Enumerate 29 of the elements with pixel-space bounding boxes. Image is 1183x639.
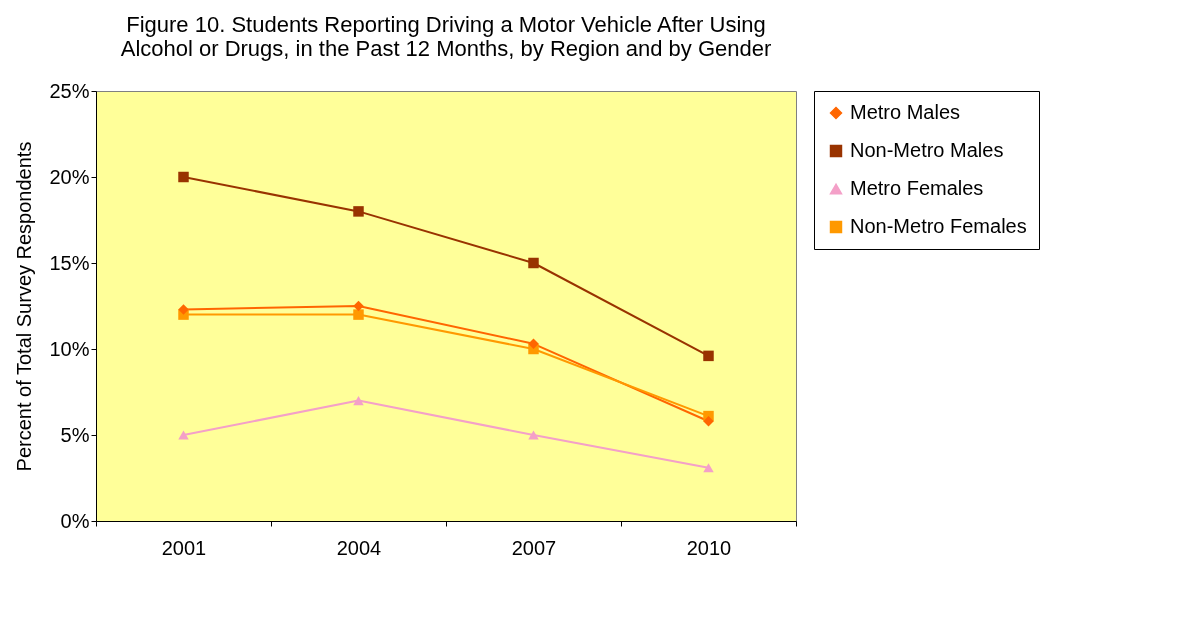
point (178, 171, 189, 183)
y-tick-label: 0% (60, 509, 90, 532)
legend-label: Metro Males (850, 101, 961, 123)
x-tick-label: 2010 (686, 536, 732, 559)
y-tick-label: 20% (49, 165, 90, 188)
y-axis-title: Percent of Total Survey Respondents (13, 141, 36, 472)
point (178, 430, 189, 440)
point (703, 416, 714, 427)
point (528, 257, 539, 269)
point (703, 350, 714, 362)
legend-label: Metro Females (850, 177, 984, 199)
legend-label: Non-Metro Females (850, 215, 1027, 237)
point (353, 309, 364, 320)
y-tick-label: 5% (60, 423, 90, 446)
x-tick-label: 2007 (511, 536, 557, 559)
x-tick-label: 2001 (161, 536, 207, 559)
y-tick-label: 25% (49, 79, 90, 102)
point (178, 304, 189, 315)
chart-title: Figure 10. Students Reporting Driving a Motor Vehicle After Using Alcohol or Drugs, in the Past 12 Months, by Region and by Gender (120, 12, 772, 61)
point (703, 463, 714, 473)
point (528, 338, 539, 350)
point (528, 430, 539, 440)
point (353, 206, 364, 217)
y-tick-label: 10% (49, 337, 90, 360)
point (353, 396, 364, 406)
x-tick-label: 2004 (336, 536, 382, 559)
point (353, 300, 364, 312)
legend-label: Non-Metro Males (850, 139, 1004, 161)
y-tick-label: 15% (49, 251, 90, 274)
